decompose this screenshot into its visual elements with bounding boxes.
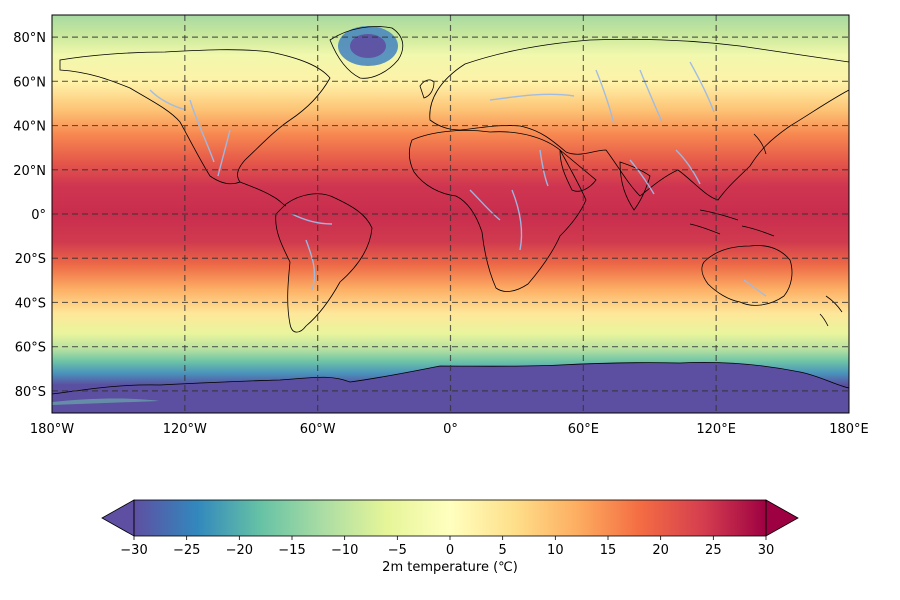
lon-tick-label: 0° bbox=[443, 422, 458, 437]
australia bbox=[701, 245, 793, 306]
lat-tick-label: 60°S bbox=[15, 341, 46, 356]
colorbar-tick-label: 10 bbox=[547, 543, 564, 558]
colorbar-extend-min bbox=[101, 499, 135, 537]
colorbar: −30 −25 −20 −15 −10 −5 0 5 10 15 20 25 30 2m tempera… bbox=[101, 499, 799, 575]
colorbar-tick-label: −30 bbox=[120, 543, 147, 558]
colorbar-label: 2m temperature (℃) bbox=[382, 560, 518, 575]
map-panel bbox=[51, 14, 850, 414]
colorbar-tick-label: 25 bbox=[705, 543, 722, 558]
colorbar-tick-label: −5 bbox=[388, 543, 407, 558]
eurasia bbox=[429, 38, 849, 201]
colorbar-tick-label: −25 bbox=[173, 543, 200, 558]
africa bbox=[408, 130, 587, 292]
colorbar-tick-label: 5 bbox=[499, 543, 507, 558]
lon-tick-label: 180°W bbox=[30, 422, 74, 437]
lat-tick-label: 60°N bbox=[13, 75, 46, 90]
colorbar-ticks: −30 −25 −20 −15 −10 −5 0 5 10 15 20 25 30 bbox=[120, 536, 774, 558]
colorbar-tick-label: 15 bbox=[600, 543, 617, 558]
lon-tick-label: 180°E bbox=[829, 422, 869, 437]
lon-tick-label: 60°E bbox=[568, 422, 599, 437]
lat-tick-label: 20°S bbox=[15, 252, 46, 267]
colorbar-tick-label: 0 bbox=[446, 543, 454, 558]
lon-tick-label: 120°E bbox=[696, 422, 736, 437]
rivers bbox=[149, 61, 767, 297]
lat-tick-label: 0° bbox=[31, 208, 46, 223]
north-america bbox=[59, 49, 331, 185]
south-america bbox=[275, 193, 373, 333]
colorbar-tick-label: 20 bbox=[652, 543, 669, 558]
map-frame bbox=[51, 14, 850, 414]
lat-tick-label: 40°S bbox=[15, 296, 46, 311]
colorbar-tick-label: 30 bbox=[758, 543, 775, 558]
lat-tick-label: 80°N bbox=[13, 31, 46, 46]
colorbar-bar bbox=[134, 500, 766, 536]
colorbar-tick-label: −10 bbox=[331, 543, 358, 558]
longitude-tick-labels: 180°W 120°W 60°W 0° 60°E 120°E 180°E bbox=[30, 422, 869, 437]
gridlines bbox=[52, 15, 849, 413]
colorbar-extend-max bbox=[765, 499, 799, 537]
latitude-tick-labels: 80°N 60°N 40°N 20°N 0° 20°S 40°S 60°S 80°S bbox=[13, 31, 46, 400]
lon-tick-label: 120°W bbox=[163, 422, 207, 437]
lat-tick-label: 80°S bbox=[15, 385, 46, 400]
colorbar-tick-label: −15 bbox=[278, 543, 305, 558]
lat-tick-label: 40°N bbox=[13, 120, 46, 135]
lon-tick-label: 60°W bbox=[300, 422, 336, 437]
lat-tick-label: 20°N bbox=[13, 164, 46, 179]
colorbar-tick-label: −20 bbox=[226, 543, 253, 558]
